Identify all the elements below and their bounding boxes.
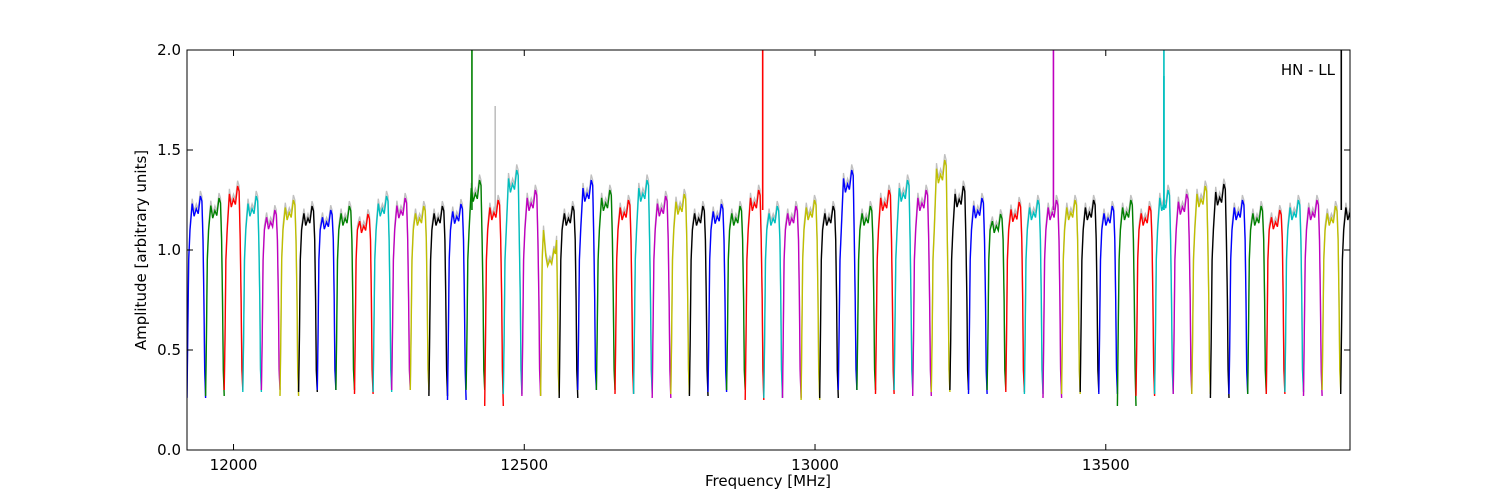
band-series-segment bbox=[521, 189, 542, 397]
background-series-segment bbox=[1378, 179, 1397, 397]
band-series-segment bbox=[391, 197, 411, 391]
band-series-segment bbox=[1023, 199, 1044, 395]
band-series-segment bbox=[1228, 199, 1249, 395]
band-series-segment bbox=[1135, 205, 1156, 397]
band-series-segment bbox=[502, 169, 523, 395]
band-series-segment bbox=[539, 229, 560, 397]
band-series-segment bbox=[1378, 184, 1397, 398]
band-series-segment bbox=[465, 179, 486, 391]
background-series-segment bbox=[1397, 185, 1416, 393]
y-axis: 0.0 0.5 1.0 1.5 2.0 bbox=[157, 41, 1350, 459]
band-series-segment bbox=[353, 213, 374, 395]
band-series-segment bbox=[372, 195, 393, 393]
band-series-segment bbox=[1153, 189, 1174, 395]
band-series-segment bbox=[446, 203, 467, 401]
y-tick-label: 0.0 bbox=[157, 441, 181, 459]
background-series-segment bbox=[1434, 205, 1453, 391]
band-series-segment bbox=[1397, 190, 1416, 394]
band-series-segment bbox=[204, 197, 225, 397]
band-series-segment bbox=[577, 179, 598, 391]
baseline-annotation: HN - LL bbox=[1281, 61, 1336, 79]
band-series-segment bbox=[1209, 183, 1230, 399]
band-series-segment bbox=[1005, 201, 1026, 393]
band-series-segment bbox=[1172, 193, 1193, 395]
y-tick-label: 0.5 bbox=[157, 341, 181, 359]
band-series-segment bbox=[930, 159, 951, 393]
band-series-segment bbox=[967, 197, 988, 395]
band-series-segment bbox=[409, 205, 430, 391]
band-series-segment bbox=[187, 195, 207, 399]
band-series-segment bbox=[1247, 205, 1267, 395]
y-tick-label: 1.0 bbox=[157, 241, 181, 259]
band-series-segment bbox=[1284, 199, 1305, 393]
band-series-segment bbox=[949, 185, 970, 391]
band-series-segment bbox=[428, 205, 449, 397]
y-tick-label: 2.0 bbox=[157, 41, 181, 59]
x-tick-label: 12000 bbox=[210, 456, 258, 474]
band-series-segment bbox=[781, 205, 802, 399]
band-series-segment bbox=[595, 189, 616, 391]
band-series-segment bbox=[335, 205, 356, 391]
x-tick-label: 13000 bbox=[791, 456, 839, 474]
band-series-segment bbox=[819, 205, 839, 399]
background-series-segment bbox=[1452, 154, 1471, 405]
band-series-segment bbox=[1452, 160, 1471, 406]
series-layer bbox=[187, 50, 1471, 407]
band-series-segment bbox=[725, 205, 746, 391]
band-series-segment bbox=[1359, 200, 1378, 394]
band-series-segment bbox=[1079, 199, 1100, 393]
x-axis-label: Frequency [MHz] bbox=[705, 472, 831, 490]
band-series-segment bbox=[484, 199, 504, 407]
band-series-segment bbox=[632, 179, 653, 395]
band-series-segment bbox=[1042, 199, 1063, 399]
band-series-segment bbox=[800, 199, 821, 401]
x-tick-label: 12500 bbox=[500, 456, 548, 474]
x-tick-label: 13500 bbox=[1082, 456, 1130, 474]
x-axis: 12000 12500 13000 13500 bbox=[210, 50, 1130, 474]
band-series-segment bbox=[1434, 210, 1453, 392]
band-series-segment bbox=[874, 189, 895, 395]
band-series-segment bbox=[1340, 207, 1350, 395]
background-series-segment bbox=[1359, 195, 1378, 393]
band-series-segment bbox=[316, 209, 337, 391]
band-series-segment bbox=[707, 203, 728, 393]
band-series-segment bbox=[1191, 185, 1212, 395]
y-tick-label: 1.5 bbox=[157, 141, 181, 159]
band-series-segment bbox=[1302, 199, 1323, 397]
band-series-segment bbox=[1116, 199, 1137, 407]
band-series-segment bbox=[744, 189, 765, 401]
band-series-segment bbox=[1321, 205, 1342, 391]
band-series-segment bbox=[614, 199, 635, 395]
plot-area bbox=[187, 50, 1471, 407]
band-series-segment bbox=[223, 185, 244, 391]
y-axis-label: Amplitude [arbitrary units] bbox=[132, 150, 150, 350]
band-series-segment bbox=[558, 205, 579, 399]
band-series-segment bbox=[297, 205, 318, 393]
band-series-segment bbox=[856, 205, 877, 391]
band-series-segment bbox=[1265, 209, 1286, 395]
band-series-segment bbox=[1415, 200, 1434, 398]
band-series-segment bbox=[986, 213, 1007, 391]
band-series-segment bbox=[670, 193, 691, 395]
band-series-segment bbox=[1060, 199, 1081, 395]
band-series-segment bbox=[279, 199, 300, 397]
band-series-segment bbox=[912, 189, 932, 397]
band-series-segment bbox=[763, 205, 784, 399]
band-series-segment bbox=[1098, 205, 1119, 395]
band-series-segment bbox=[893, 179, 914, 391]
band-series-segment bbox=[651, 195, 672, 399]
band-series-segment bbox=[242, 195, 263, 393]
background-series-segment bbox=[1415, 195, 1434, 397]
band-series-segment bbox=[260, 209, 281, 391]
band-series-segment bbox=[837, 169, 858, 391]
band-series-segment bbox=[688, 205, 709, 397]
